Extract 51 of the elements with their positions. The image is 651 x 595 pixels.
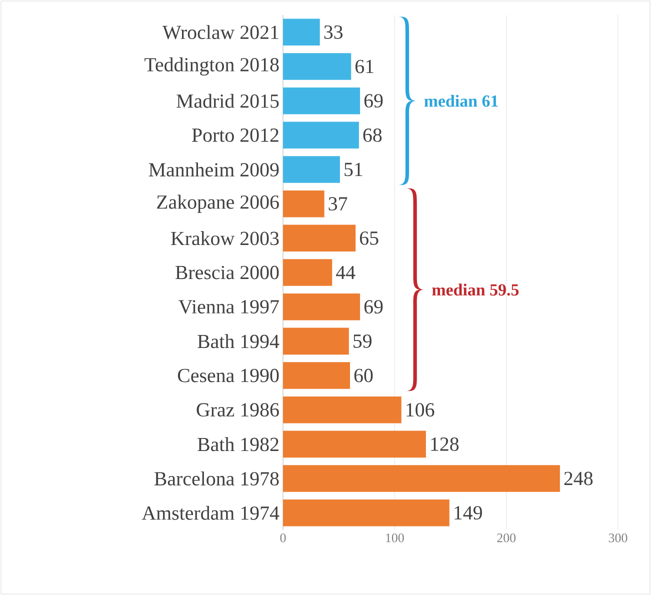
bar <box>283 224 356 252</box>
data-label: 248 <box>564 472 593 486</box>
data-label: 61 <box>356 60 374 74</box>
bar <box>283 53 352 80</box>
bar <box>283 465 560 492</box>
bar <box>283 499 450 526</box>
y-tick-label: Teddington 2018 <box>144 57 279 76</box>
annotation: median 59.5 <box>432 284 519 296</box>
data-label: 128 <box>431 437 459 451</box>
data-label: 59 <box>354 334 372 348</box>
data-label: 68 <box>363 128 382 142</box>
y-tick-label: Bath 1982 <box>198 437 278 452</box>
data-label: 37 <box>328 197 348 211</box>
bar <box>283 430 426 458</box>
y-tick-label: Amsterdam 1974 <box>142 506 280 520</box>
data-label: 44 <box>336 266 356 280</box>
y-tick-label: Porto 2012 <box>192 128 278 142</box>
x-tick-label: 300 <box>608 534 628 542</box>
data-label: 69 <box>364 300 383 314</box>
x-tick-label: 100 <box>386 534 404 542</box>
x-tick-label: 0 <box>280 534 286 542</box>
bar <box>283 396 402 424</box>
bar <box>283 293 360 320</box>
y-tick-label: Graz 1986 <box>196 403 279 417</box>
y-tick-label: Zakopane 2006 <box>157 194 279 213</box>
y-tick-label: Bath 1994 <box>198 334 280 348</box>
y-tick-label: Vienna 1997 <box>178 300 279 314</box>
y-tick-label: Brescia 2000 <box>175 266 279 280</box>
data-label: 69 <box>364 94 383 108</box>
y-tick-label: Wroclaw 2021 <box>162 25 278 40</box>
y-tick-label: Mannheim 2009 <box>148 162 279 177</box>
data-label: 106 <box>406 403 434 417</box>
bar <box>283 87 360 114</box>
data-label: 149 <box>454 506 482 520</box>
bar <box>283 362 350 389</box>
bar <box>283 156 340 183</box>
bar <box>283 328 349 355</box>
data-label: 51 <box>344 162 362 176</box>
bar <box>283 122 359 149</box>
y-tick-label: Cesena 1990 <box>178 368 279 382</box>
y-tick-label: Madrid 2015 <box>176 94 279 108</box>
y-tick-label: Krakow 2003 <box>171 231 279 246</box>
bar <box>283 18 320 46</box>
bar <box>283 190 324 218</box>
data-label: 33 <box>324 25 343 39</box>
x-tick-label: 200 <box>497 534 516 542</box>
y-tick-label: Barcelona 1978 <box>154 471 279 486</box>
annotation: median 61 <box>424 94 498 107</box>
data-label: 60 <box>354 368 373 382</box>
bar <box>283 259 332 286</box>
data-label: 65 <box>360 231 378 245</box>
